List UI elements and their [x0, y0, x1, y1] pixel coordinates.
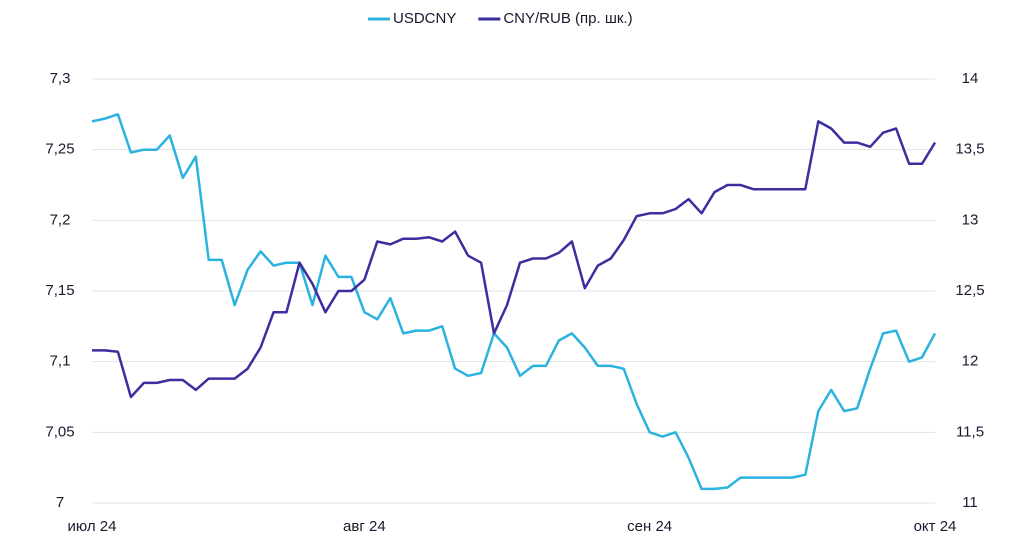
- y-tick-label: 7,15: [45, 282, 74, 299]
- y-tick-label: 7,2: [50, 211, 71, 228]
- y-tick-label: 7,3: [50, 70, 71, 87]
- y2-tick-label: 11: [962, 494, 978, 511]
- y2-tick-label: 14: [962, 70, 979, 87]
- y2-tick-label: 12,5: [955, 282, 984, 299]
- legend-label: CNY/RUB (пр. шк.): [503, 10, 632, 27]
- y-tick-label: 7: [56, 494, 64, 511]
- x-tick-label: авг 24: [343, 518, 386, 535]
- x-tick-label: окт 24: [914, 518, 957, 535]
- x-tick-label: июл 24: [68, 518, 117, 535]
- series-line: [92, 120, 937, 399]
- x-tick-label: сен 24: [627, 518, 672, 535]
- y-tick-label: 7,25: [45, 141, 74, 158]
- y2-tick-label: 12: [962, 353, 979, 370]
- y2-tick-label: 11,5: [956, 423, 984, 440]
- y2-tick-label: 13,5: [955, 141, 984, 158]
- series-line: [91, 113, 937, 491]
- legend-label: USDCNY: [393, 10, 456, 27]
- y2-tick-label: 13: [962, 211, 979, 228]
- y-tick-label: 7,05: [45, 423, 74, 440]
- y-tick-label: 7,1: [50, 353, 71, 370]
